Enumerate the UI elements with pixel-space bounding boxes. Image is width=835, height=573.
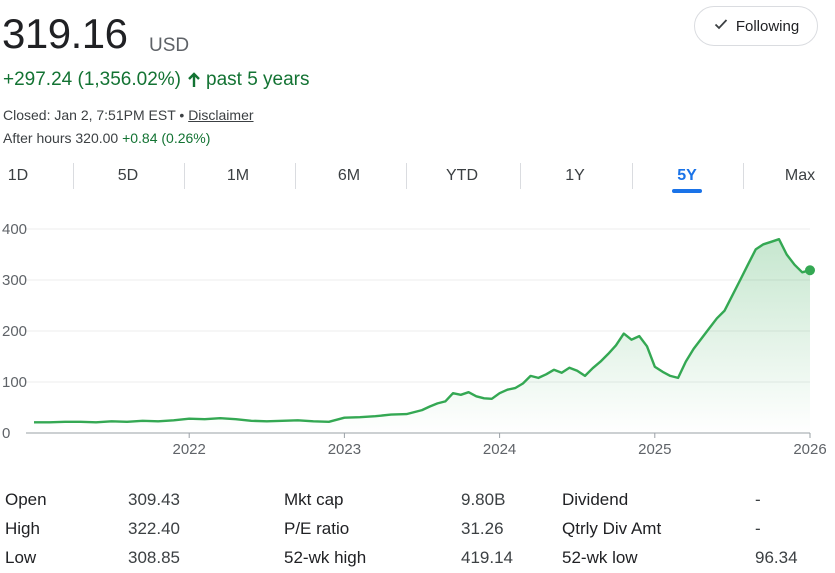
y-tick-label: 400 [2, 221, 27, 238]
arrow-up-icon [187, 72, 201, 88]
tab-5d[interactable]: 5D [117, 167, 139, 184]
tab-1m[interactable]: 1M [226, 167, 250, 184]
stat-qtrlydiv-label: Qtrly Div Amt [562, 519, 662, 538]
y-tick-label: 100 [2, 374, 27, 391]
stat-52wkhigh-label: 52-wk high [284, 548, 367, 567]
stat-high-value: 322.40 [128, 519, 180, 538]
following-button[interactable]: Following [694, 6, 818, 46]
checkmark-icon [713, 16, 729, 36]
tab-divider [184, 163, 185, 189]
stat-low-label: Low [5, 548, 37, 567]
stat-52wkhigh-value: 419.14 [461, 548, 513, 567]
range-tabs: 1D 5D 1M 6M YTD 1Y 5Y Max [0, 158, 835, 194]
x-tick-label: 2026 [793, 441, 826, 458]
y-tick-label: 300 [2, 272, 27, 289]
x-tick-label: 2024 [483, 441, 516, 458]
tab-divider [406, 163, 407, 189]
price-area-fill [34, 239, 810, 433]
stat-mktcap-label: Mkt cap [284, 490, 344, 509]
currency-label: USD [149, 35, 190, 56]
tab-divider [632, 163, 633, 189]
tab-divider [73, 163, 74, 189]
disclaimer-link[interactable]: Disclaimer [188, 107, 254, 123]
stat-high-label: High [5, 519, 40, 538]
change-period: past 5 years [206, 69, 310, 90]
after-hours-price: After hours 320.00 [3, 130, 119, 146]
y-tick-label: 0 [2, 425, 10, 442]
stat-pe-value: 31.26 [461, 519, 504, 538]
x-tick-label: 2022 [173, 441, 206, 458]
stat-open-value: 309.43 [128, 490, 180, 509]
tab-1d[interactable]: 1D [7, 167, 29, 184]
stat-pe-label: P/E ratio [284, 519, 350, 538]
tab-divider [743, 163, 744, 189]
x-tick-label: 2023 [328, 441, 361, 458]
price-chart[interactable]: 0 100 200 300 400 2022 2023 2024 2025 2026 [0, 205, 835, 465]
change-value: +297.24 (1,356.02%) [3, 69, 181, 90]
stat-52wklow-label: 52-wk low [562, 548, 638, 567]
after-hours-change: +0.84 (0.26%) [122, 130, 211, 146]
tab-ytd[interactable]: YTD [446, 167, 478, 184]
tab-5y-label: 5Y [677, 167, 697, 184]
stat-52wklow-value: 96.34 [755, 548, 798, 567]
tab-1y[interactable]: 1Y [565, 167, 585, 184]
closed-info: Closed: Jan 2, 7:51PM EST • Disclaimer [3, 107, 254, 123]
tab-5y[interactable]: 5Y [647, 158, 727, 194]
stat-low-value: 308.85 [128, 548, 180, 567]
stat-open-label: Open [5, 490, 47, 509]
tab-divider [520, 163, 521, 189]
stat-dividend-label: Dividend [562, 490, 629, 509]
after-hours-info: After hours 320.00 +0.84 (0.26%) [3, 130, 210, 146]
stat-mktcap-value: 9.80B [461, 490, 506, 509]
tab-6m[interactable]: 6M [337, 167, 361, 184]
bullet-separator: • [175, 107, 189, 123]
tab-divider [295, 163, 296, 189]
x-tick-label: 2025 [638, 441, 671, 458]
price-line [34, 238, 811, 424]
following-label: Following [735, 17, 800, 35]
stat-dividend-value: - [755, 490, 761, 509]
stat-qtrlydiv-value: - [755, 519, 761, 538]
active-tab-indicator [672, 189, 702, 193]
y-tick-label: 200 [2, 323, 27, 340]
last-price-marker [805, 265, 815, 276]
current-price: 319.16 [2, 10, 128, 57]
tab-max[interactable]: Max [784, 167, 816, 184]
closed-text: Closed: Jan 2, 7:51PM EST [3, 107, 176, 123]
price-change: +297.24 (1,356.02%) past 5 years [3, 69, 310, 91]
